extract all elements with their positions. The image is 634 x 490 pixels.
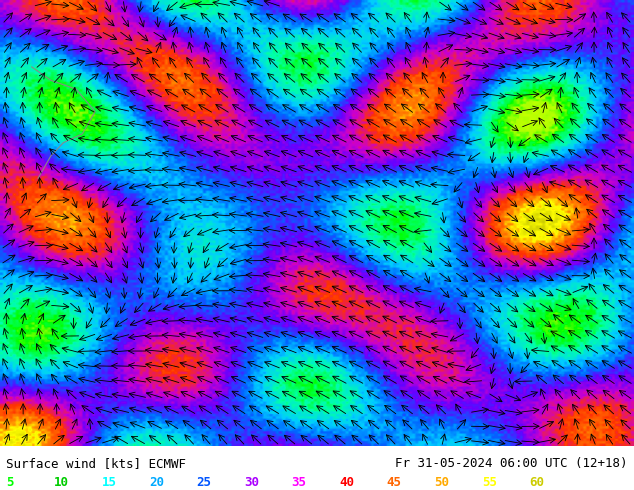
Text: 50: 50 <box>434 476 450 489</box>
Text: Surface wind [kts] ECMWF: Surface wind [kts] ECMWF <box>6 457 186 470</box>
Text: Fr 31-05-2024 06:00 UTC (12+18): Fr 31-05-2024 06:00 UTC (12+18) <box>395 457 628 470</box>
Text: 35: 35 <box>292 476 307 489</box>
Text: 5: 5 <box>6 476 14 489</box>
Text: 45: 45 <box>387 476 402 489</box>
Text: 30: 30 <box>244 476 259 489</box>
Text: 20: 20 <box>149 476 164 489</box>
Text: 25: 25 <box>197 476 212 489</box>
Text: 40: 40 <box>339 476 354 489</box>
Text: 10: 10 <box>54 476 69 489</box>
Text: 55: 55 <box>482 476 497 489</box>
Text: 15: 15 <box>101 476 117 489</box>
Text: 60: 60 <box>529 476 545 489</box>
